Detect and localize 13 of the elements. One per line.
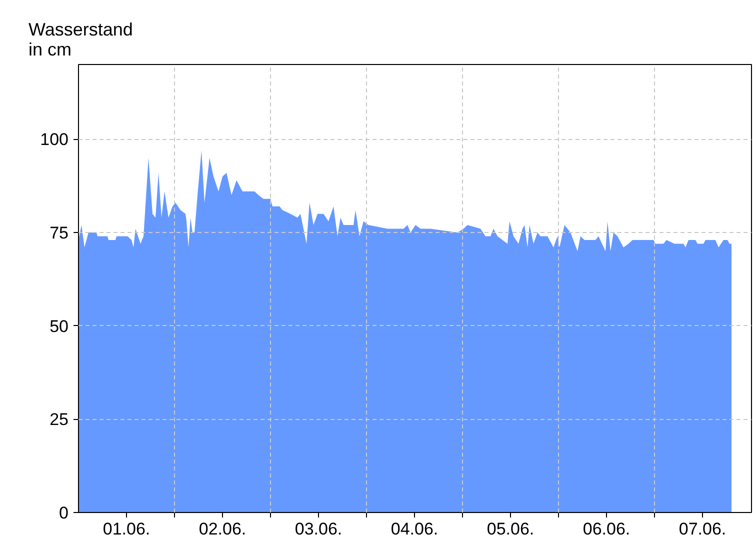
y-tick-label: 75 <box>50 224 69 242</box>
y-tick-label: 0 <box>59 504 69 522</box>
x-tick-label: 06.06. <box>582 520 630 538</box>
y-tick-label: 100 <box>40 130 69 150</box>
x-tick-label: 04.06. <box>390 520 438 538</box>
x-tick-label: 03.06. <box>294 520 342 538</box>
x-tick-label: 01.06. <box>102 520 150 538</box>
y-tick-label: 50 <box>50 316 69 336</box>
y-axis-title: Wasserstand in cm <box>28 20 133 60</box>
x-tick-label: 05.06. <box>486 520 534 538</box>
y-tick-label: 25 <box>50 410 69 430</box>
x-tick-label: 07.06. <box>678 520 726 538</box>
x-tick-label: 02.06. <box>198 520 246 538</box>
